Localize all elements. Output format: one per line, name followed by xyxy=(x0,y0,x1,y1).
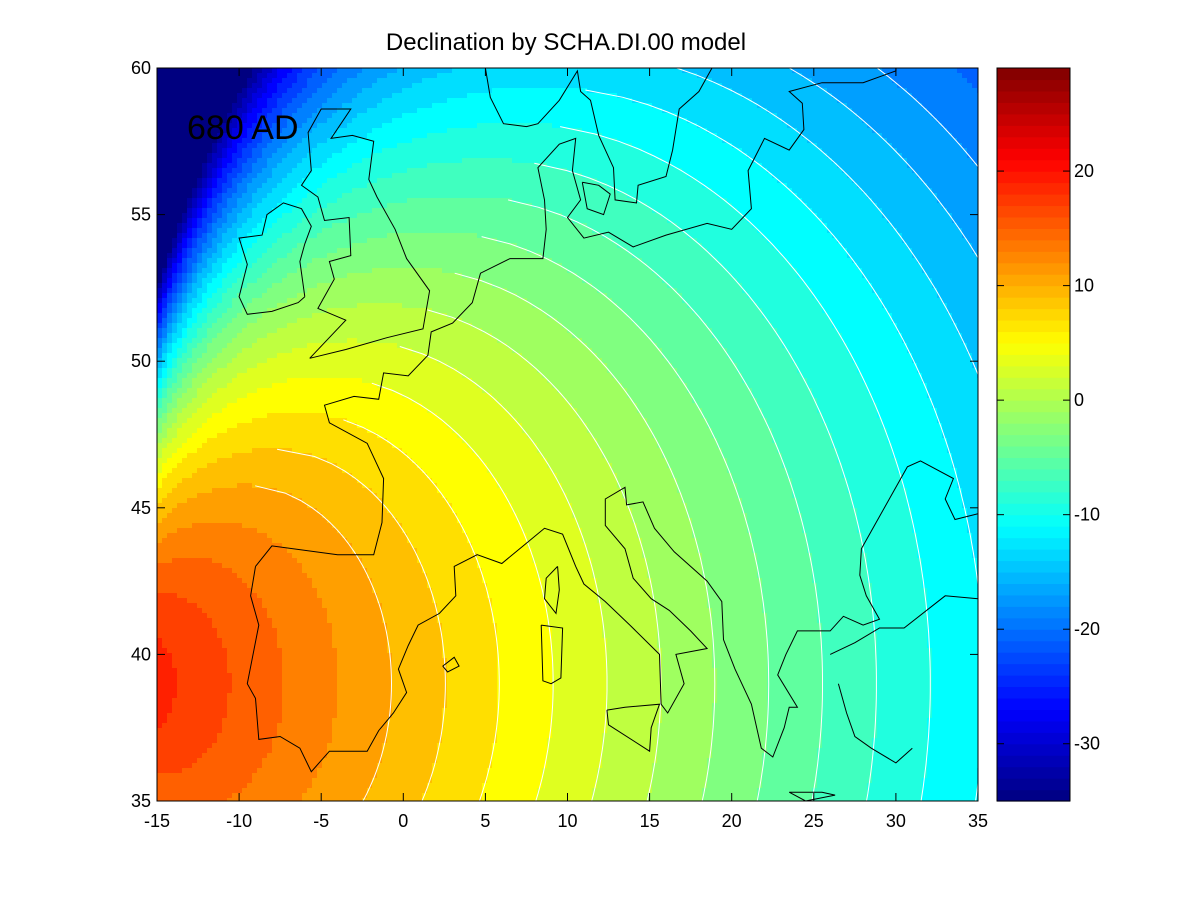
colorbar-swatch xyxy=(997,148,1070,160)
x-tick-label: 20 xyxy=(722,811,742,831)
colorbar-swatch xyxy=(997,217,1070,229)
y-tick-label: 40 xyxy=(131,644,151,664)
colorbar-swatch xyxy=(997,641,1070,653)
colorbar-swatch xyxy=(997,251,1070,263)
colorbar-swatch xyxy=(997,664,1070,676)
colorbar-swatch xyxy=(997,686,1070,698)
y-tick-label: 50 xyxy=(131,351,151,371)
x-tick-label: 0 xyxy=(398,811,408,831)
x-tick-label: -10 xyxy=(226,811,252,831)
colorbar-swatch xyxy=(997,354,1070,366)
colorbar-swatch xyxy=(997,331,1070,343)
y-tick-label: 35 xyxy=(131,791,151,811)
epoch-annotation: 680 AD xyxy=(187,109,299,147)
colorbar-swatch xyxy=(997,618,1070,630)
x-tick-label: 25 xyxy=(804,811,824,831)
contour-fill xyxy=(157,68,983,804)
colorbar-swatch xyxy=(997,194,1070,206)
x-tick-label: 30 xyxy=(886,811,906,831)
colorbar-swatch xyxy=(997,469,1070,481)
colorbar-swatch xyxy=(997,320,1070,332)
colorbar-swatch xyxy=(997,366,1070,378)
colorbar-swatch xyxy=(997,183,1070,195)
colorbar-tick-label: -20 xyxy=(1074,619,1100,639)
y-tick-label: 45 xyxy=(131,498,151,518)
colorbar-swatch xyxy=(997,629,1070,641)
colorbar-swatch xyxy=(997,125,1070,137)
colorbar-swatch xyxy=(997,309,1070,321)
colorbar-swatch xyxy=(997,263,1070,275)
colorbar-swatch xyxy=(997,480,1070,492)
x-tick-label: 5 xyxy=(480,811,490,831)
colorbar-swatch xyxy=(997,240,1070,252)
colorbar-swatch xyxy=(997,767,1070,779)
colorbar-swatch xyxy=(997,721,1070,733)
x-tick-label: 35 xyxy=(968,811,988,831)
colorbar-swatch xyxy=(997,560,1070,572)
colorbar-swatch xyxy=(997,91,1070,103)
y-tick-label: 60 xyxy=(131,58,151,78)
colorbar-swatch xyxy=(997,79,1070,91)
colorbar-tick-label: -10 xyxy=(1074,505,1100,525)
colorbar-tick-label: 10 xyxy=(1074,276,1094,296)
colorbar-swatch xyxy=(997,606,1070,618)
colorbar-swatch xyxy=(997,595,1070,607)
colorbar-swatch xyxy=(997,538,1070,550)
colorbar-swatch xyxy=(997,698,1070,710)
colorbar-swatch xyxy=(997,297,1070,309)
colorbar-swatch xyxy=(997,286,1070,298)
colorbar-swatch xyxy=(997,583,1070,595)
colorbar: -30 -20 -10 0 10 20 xyxy=(997,68,1100,802)
colorbar-swatch xyxy=(997,492,1070,504)
colorbar-swatch xyxy=(997,160,1070,172)
x-tick-label: 10 xyxy=(557,811,577,831)
colorbar-swatch xyxy=(997,652,1070,664)
y-tick-label: 55 xyxy=(131,205,151,225)
colorbar-swatch xyxy=(997,457,1070,469)
colorbar-tick-label: 0 xyxy=(1074,390,1084,410)
colorbar-swatch xyxy=(997,377,1070,389)
colorbar-swatch xyxy=(997,503,1070,515)
colorbar-swatch xyxy=(997,435,1070,447)
colorbar-tick-label: 20 xyxy=(1074,161,1094,181)
colorbar-swatch xyxy=(997,228,1070,240)
x-tick-label: 15 xyxy=(640,811,660,831)
colorbar-swatch xyxy=(997,572,1070,584)
colorbar-tick-label: -30 xyxy=(1074,734,1100,754)
colorbar-swatch xyxy=(997,102,1070,114)
colorbar-swatch xyxy=(997,389,1070,401)
x-tick-label: -15 xyxy=(144,811,170,831)
colorbar-swatch xyxy=(997,732,1070,744)
colorbar-swatch xyxy=(997,68,1070,80)
colorbar-swatch xyxy=(997,446,1070,458)
colorbar-swatch xyxy=(997,778,1070,790)
colorbar-swatch xyxy=(997,755,1070,767)
colorbar-swatch xyxy=(997,549,1070,561)
colorbar-swatch xyxy=(997,515,1070,527)
colorbar-swatch xyxy=(997,423,1070,435)
x-tick-label: -5 xyxy=(313,811,329,831)
colorbar-swatch xyxy=(997,790,1070,802)
colorbar-swatch xyxy=(997,343,1070,355)
chart-title: Declination by SCHA.DI.00 model xyxy=(386,29,746,56)
colorbar-swatch xyxy=(997,171,1070,183)
colorbar-swatch xyxy=(997,675,1070,687)
colorbar-swatch xyxy=(997,412,1070,424)
colorbar-swatch xyxy=(997,137,1070,149)
colorbar-swatch xyxy=(997,744,1070,756)
colorbar-swatch xyxy=(997,114,1070,126)
colorbar-swatch xyxy=(997,709,1070,721)
colorbar-swatch xyxy=(997,205,1070,217)
colorbar-swatch xyxy=(997,526,1070,538)
colorbar-swatch xyxy=(997,274,1070,286)
colorbar-swatch xyxy=(997,400,1070,412)
